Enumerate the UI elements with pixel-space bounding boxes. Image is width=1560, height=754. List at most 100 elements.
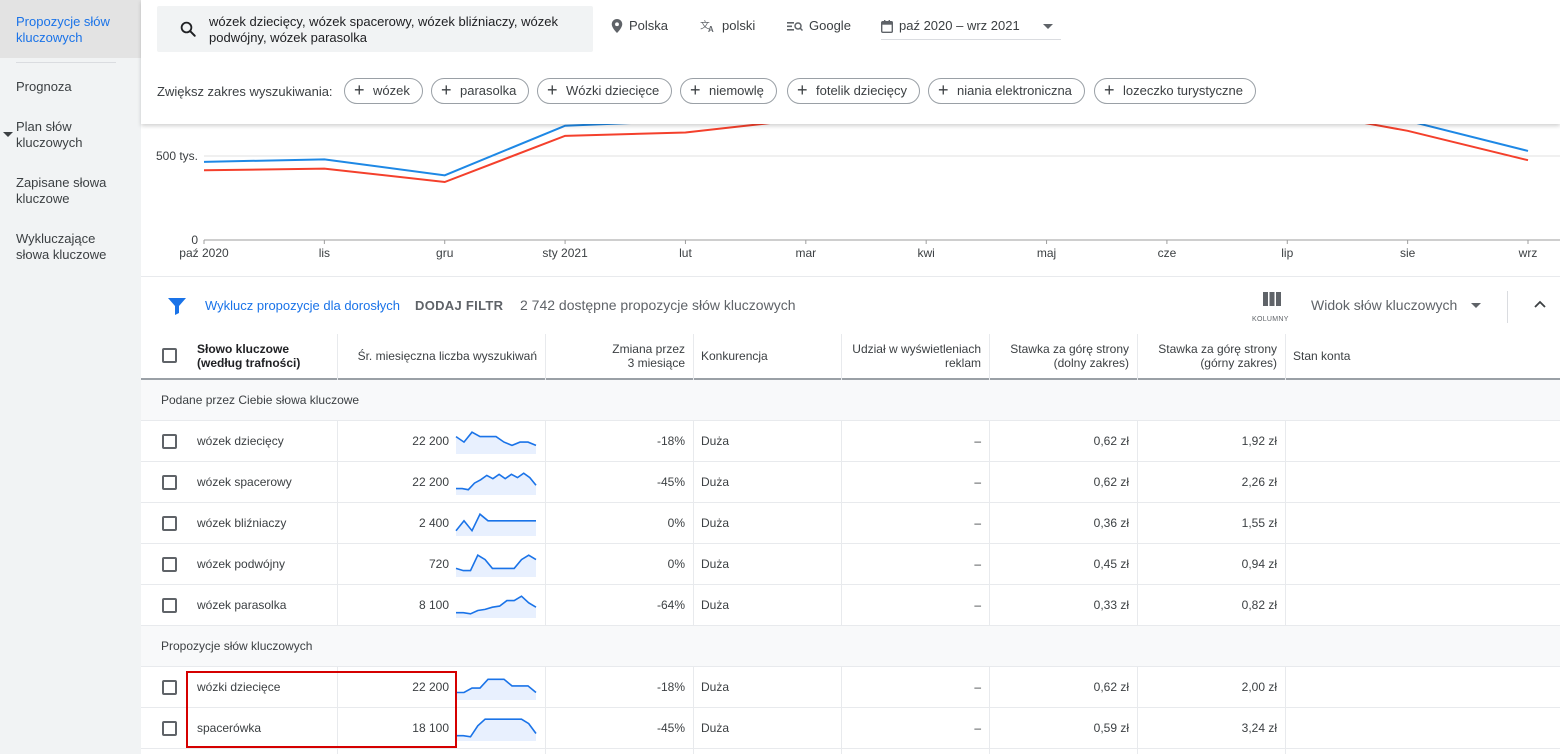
table-row[interactable]: wózek dziecięcy 22 200 -18% Duża – 0,62 zł 1,9…: [141, 421, 1560, 462]
x-tick-label: wrz: [1518, 246, 1538, 260]
trend-sparkline[interactable]: [455, 428, 537, 454]
column-separator: [337, 334, 338, 754]
date-range-selector[interactable]: paź 2020 – wrz 2021: [881, 10, 1061, 40]
x-tick-label: sie: [1400, 246, 1416, 260]
keyword-cell: wózek spacerowy: [197, 475, 292, 489]
table-row[interactable]: wózek spacerowy 22 200 -45% Duża – 0,62 zł 2,2…: [141, 462, 1560, 503]
location-selector[interactable]: Polska: [611, 18, 668, 34]
impression-share-cell: –: [974, 598, 981, 612]
header-keyword[interactable]: Słowo kluczowe (według trafności): [197, 342, 301, 370]
header-impression-share[interactable]: Udział w wyświetleniach reklam: [852, 342, 981, 370]
sidebar-item-keyword-ideas[interactable]: Propozycje słów kluczowych: [0, 0, 141, 58]
caret-down-icon[interactable]: [3, 132, 13, 137]
header-three-month-change[interactable]: Zmiana przez 3 miesiące: [612, 342, 685, 370]
x-tick-label: maj: [1037, 246, 1056, 260]
y-tick-label: 0: [191, 233, 198, 247]
bid-high-cell: 2,26 zł: [1241, 475, 1277, 489]
collapse-chevron-up-icon[interactable]: [1533, 299, 1547, 309]
bid-low-cell: 0,36 zł: [1093, 516, 1129, 530]
chip-label: parasolka: [460, 83, 517, 98]
competition-cell: Duża: [701, 557, 730, 571]
sidebar-item-forecast[interactable]: Prognoza: [0, 79, 141, 95]
calendar-icon: [881, 19, 893, 33]
keyword-view-select[interactable]: Widok słów kluczowych: [1311, 297, 1458, 313]
table-row[interactable]: wózek podwójny 720 0% Duża – 0,45 zł 0,94 zł: [141, 544, 1560, 585]
row-checkbox[interactable]: [162, 598, 177, 613]
three-month-change-cell: 0%: [667, 557, 685, 571]
avg-searches-cell: 2 400: [418, 516, 449, 530]
broaden-chip[interactable]: + niania elektroniczna: [928, 78, 1085, 104]
exclude-adult-ideas-link[interactable]: Wyklucz propozycje dla dorosłych: [205, 298, 400, 313]
plus-icon: +: [797, 80, 808, 100]
trend-sparkline[interactable]: [455, 551, 537, 577]
language-selector[interactable]: 文 A polski: [700, 18, 755, 34]
trend-sparkline[interactable]: [455, 715, 537, 741]
sidebar-item-saved-keywords[interactable]: Zapisane słowa kluczowe: [0, 175, 141, 207]
competition-cell: Duża: [701, 680, 730, 694]
chevron-down-icon[interactable]: [1471, 303, 1481, 308]
bid-low-cell: 0,62 zł: [1093, 680, 1129, 694]
table-row[interactable]: wózki dziecięce 22 200 -18% Duża – 0,62 zł 2,0…: [141, 667, 1560, 708]
section-header: Podane przez Ciebie słowa kluczowe: [141, 380, 1560, 421]
y-tick-label: 500 tys.: [156, 149, 198, 163]
columns-icon[interactable]: [1263, 292, 1281, 306]
row-checkbox[interactable]: [162, 434, 177, 449]
impression-share-cell: –: [974, 434, 981, 448]
column-separator: [841, 334, 842, 754]
filter-icon[interactable]: [167, 297, 187, 315]
row-checkbox[interactable]: [162, 680, 177, 695]
trend-sparkline[interactable]: [455, 510, 537, 536]
broaden-chip[interactable]: + parasolka: [431, 78, 530, 104]
network-selector[interactable]: Google: [787, 18, 851, 34]
table-row[interactable]: wózek parasolka 8 100 -64% Duża – 0,33 zł 0,82…: [141, 585, 1560, 626]
sidebar-item-negative-keywords[interactable]: Wykluczające słowa kluczowe: [0, 231, 141, 263]
three-month-change-cell: -45%: [656, 721, 685, 735]
bid-low-cell: 0,62 zł: [1093, 434, 1129, 448]
top-bar: wózek dziecięcy, wózek spacerowy, wózek …: [141, 0, 1560, 124]
row-checkbox[interactable]: [162, 721, 177, 736]
sidebar-item-label: Plan słów kluczowych: [16, 119, 83, 150]
table-header: Słowo kluczowe (według trafności) Śr. mi…: [141, 334, 1560, 380]
select-all-checkbox[interactable]: [162, 348, 177, 363]
broaden-chip[interactable]: + wózek: [344, 78, 423, 104]
keyword-ideas-table: Słowo kluczowe (według trafności) Śr. mi…: [141, 334, 1560, 754]
bid-high-cell: 0,82 zł: [1241, 598, 1277, 612]
keyword-cell: wózek podwójny: [197, 557, 286, 571]
broaden-chip[interactable]: + Wózki dziecięce: [537, 78, 673, 104]
competition-cell: Duża: [701, 434, 730, 448]
header-competition[interactable]: Konkurencja: [701, 349, 768, 363]
broaden-chip[interactable]: + fotelik dziecięcy: [787, 78, 921, 104]
sidebar-item-keyword-plan[interactable]: Plan słów kluczowych: [0, 119, 141, 151]
table-row[interactable]: wózek bliźniaczy 2 400 0% Duża – 0,36 zł 1,55 …: [141, 503, 1560, 544]
add-filter-button[interactable]: DODAJ FILTR: [415, 298, 504, 313]
competition-cell: Duża: [701, 598, 730, 612]
broaden-search-label: Zwiększ zakres wyszukiwania:: [157, 84, 333, 99]
row-checkbox[interactable]: [162, 557, 177, 572]
header-avg-searches[interactable]: Śr. miesięczna liczba wyszukiwań: [357, 349, 537, 363]
sidebar-item-label: Zapisane słowa kluczowe: [16, 175, 107, 206]
three-month-change-cell: -18%: [656, 680, 685, 694]
plus-icon: +: [1104, 80, 1115, 100]
columns-label: KOLUMNY: [1252, 316, 1289, 323]
trend-sparkline[interactable]: [455, 592, 537, 618]
search-input[interactable]: wózek dziecięcy, wózek spacerowy, wózek …: [209, 14, 558, 45]
chevron-down-icon: [1043, 24, 1053, 29]
column-separator: [989, 334, 990, 754]
trend-sparkline[interactable]: [455, 469, 537, 495]
broaden-chip[interactable]: + lozeczko turystyczne: [1094, 78, 1256, 104]
x-tick-label: lut: [679, 246, 692, 260]
broaden-chip[interactable]: + niemowlę: [680, 78, 777, 104]
keyword-cell: spacerówka: [197, 721, 262, 735]
row-checkbox[interactable]: [162, 475, 177, 490]
impression-share-cell: –: [974, 516, 981, 530]
header-account-status[interactable]: Stan konta: [1293, 349, 1351, 363]
competition-cell: Duża: [701, 516, 730, 530]
header-bid-high[interactable]: Stawka za górę strony (górny zakres): [1158, 342, 1277, 370]
keyword-search-box[interactable]: wózek dziecięcy, wózek spacerowy, wózek …: [157, 6, 593, 52]
header-bid-low[interactable]: Stawka za górę strony (dolny zakres): [1010, 342, 1129, 370]
search-volume-chart-svg: 0 500 tys. paź 2020 lis gru sty 2021 lut mar kwi…: [156, 96, 1560, 260]
row-checkbox[interactable]: [162, 516, 177, 531]
trend-sparkline[interactable]: [455, 674, 537, 700]
impression-share-cell: –: [974, 557, 981, 571]
table-row[interactable]: spacerówka 18 100 -45% Duża – 0,59 zł 3,24 zł: [141, 708, 1560, 749]
